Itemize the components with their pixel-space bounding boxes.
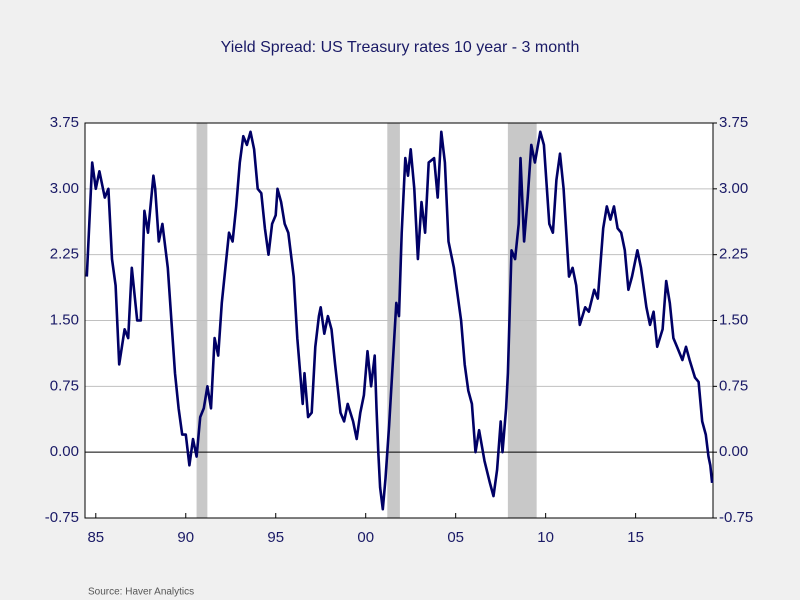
y2-tick-label: 0.00 bbox=[719, 443, 748, 460]
x-tick-label: 90 bbox=[177, 529, 194, 546]
y-tick-label: 2.25 bbox=[50, 246, 79, 263]
plot-frame bbox=[84, 122, 714, 519]
y2-tick-label: 3.00 bbox=[719, 180, 748, 197]
y2-tick-label: 2.25 bbox=[719, 246, 748, 263]
y-tick-label: 3.00 bbox=[50, 180, 79, 197]
x-tick-label: 95 bbox=[267, 529, 284, 546]
chart-title: Yield Spread: US Treasury rates 10 year … bbox=[221, 39, 580, 56]
series-line bbox=[85, 130, 714, 511]
y-tick-label: -0.75 bbox=[45, 509, 79, 526]
y2-tick-label: 1.50 bbox=[719, 311, 748, 328]
source: Source: Haver Analytics bbox=[88, 587, 194, 598]
y2-tick-label: -0.75 bbox=[719, 509, 753, 526]
y2-tick-label: 0.75 bbox=[719, 377, 748, 394]
x-tick-label: 10 bbox=[537, 529, 554, 546]
y2-tick-label: 3.75 bbox=[719, 114, 748, 131]
x-tick-label: 15 bbox=[627, 529, 644, 546]
x-tick-label: 00 bbox=[357, 529, 374, 546]
x-tick-label: 05 bbox=[447, 529, 464, 546]
y-tick-label: 1.50 bbox=[50, 311, 79, 328]
x-tick-label: 85 bbox=[87, 529, 104, 546]
y-tick-label: 0.75 bbox=[50, 377, 79, 394]
y-tick-label: 3.75 bbox=[50, 114, 79, 131]
y-tick-label: 0.00 bbox=[50, 443, 79, 460]
